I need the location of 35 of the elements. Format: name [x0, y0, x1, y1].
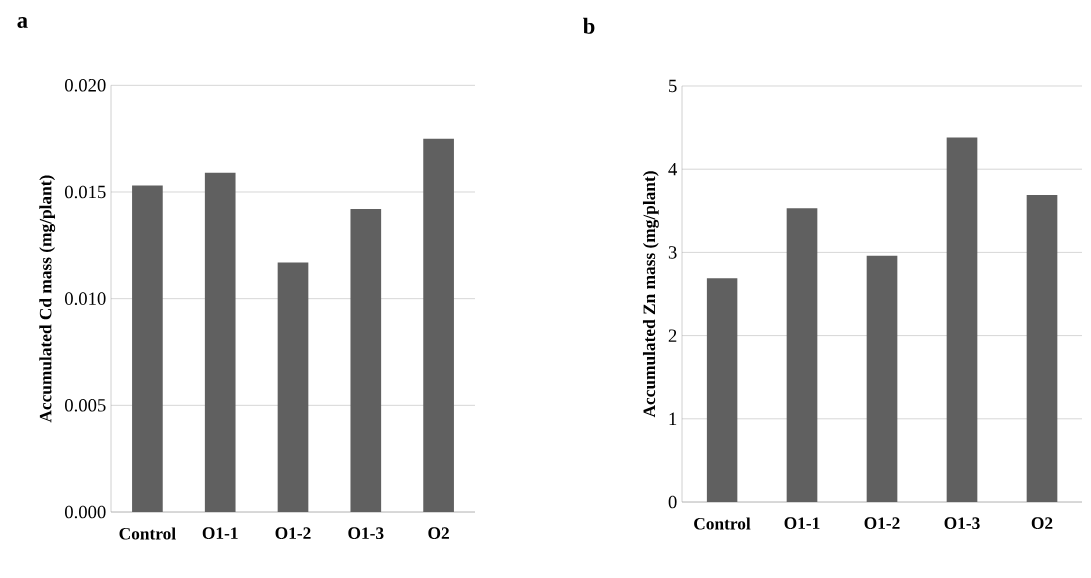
bar	[1026, 194, 1058, 502]
x-tick-label: O1-3	[944, 517, 980, 530]
y-tick-label: 3	[668, 246, 677, 259]
x-tick-label: Control	[119, 527, 176, 540]
chart-title: a	[17, 17, 28, 28]
bar	[132, 185, 163, 512]
x-tick-label: O1-3	[348, 527, 384, 540]
y-tick-label: 0	[668, 495, 677, 509]
x-tick-label: O2	[1031, 517, 1053, 530]
y-tick-label: 0.000	[65, 505, 106, 519]
y-axis-title: Accumulated Cd mass (mg/plant)	[39, 175, 56, 423]
y-tick-label: 0.010	[65, 292, 106, 306]
y-axis-title: Accumulated Zn mass (mg/plant)	[642, 171, 659, 418]
y-tick-label: 5	[669, 79, 677, 93]
bar	[423, 138, 454, 512]
x-tick-label: Control	[694, 517, 751, 530]
bar	[204, 172, 236, 512]
bar	[350, 209, 382, 512]
chart-title: b	[583, 17, 595, 34]
bar	[866, 255, 898, 502]
bar	[706, 278, 738, 502]
x-tick-label: O1-2	[864, 517, 900, 530]
y-tick-label: 0.015	[65, 185, 106, 199]
x-tick-label: O1-2	[275, 527, 311, 540]
y-tick-label: 1	[669, 412, 677, 425]
bar	[277, 262, 309, 512]
bar	[786, 208, 818, 502]
y-tick-label: 0.005	[65, 398, 106, 412]
x-tick-label: O1-1	[202, 527, 238, 540]
x-tick-label: O2	[428, 527, 449, 540]
x-tick-label: O1-1	[784, 517, 820, 530]
y-tick-label: 4	[668, 163, 678, 176]
bar	[946, 137, 978, 502]
y-tick-label: 2	[668, 329, 677, 342]
y-tick-label: 0.020	[65, 78, 106, 92]
